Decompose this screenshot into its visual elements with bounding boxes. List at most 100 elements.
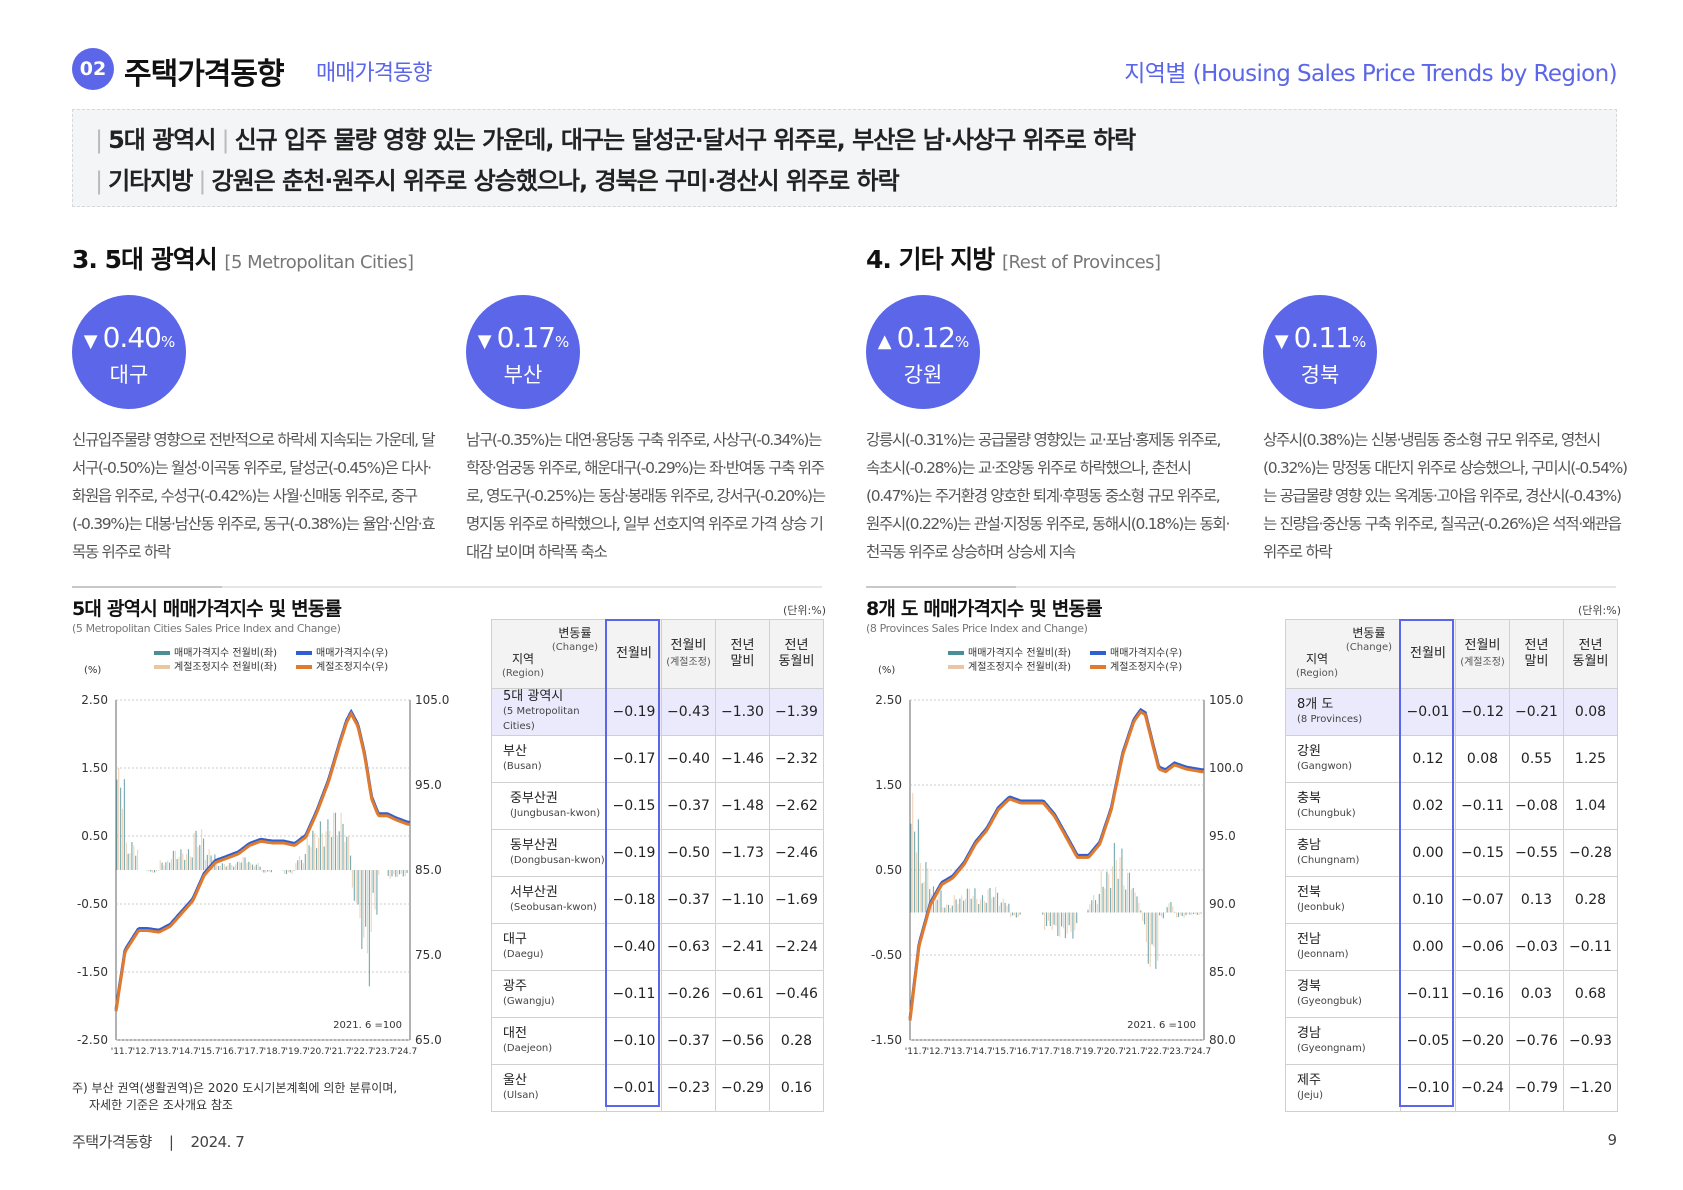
change-bar — [1138, 902, 1140, 913]
table-cell: −0.24 — [1455, 1064, 1510, 1112]
section-title-metro-en: [5 Metropolitan Cities] — [224, 252, 414, 273]
table-cell: 0.55 — [1509, 735, 1564, 783]
change-bar — [1102, 886, 1104, 913]
base-year-note: 2021. 6 =100 — [1127, 1020, 1196, 1031]
highlight-desc-gangwon: 강릉시(-0.31%)는 공급물량 영향있는 교·포남·홍제동 위주로, 속초시… — [866, 431, 1230, 561]
change-bar — [370, 870, 372, 932]
y-axis-unit: (%) — [878, 665, 895, 676]
change-bar — [938, 890, 940, 913]
row-region: 광주 (Gwangju) — [491, 970, 607, 1018]
change-bar — [189, 856, 191, 870]
table-cell: −0.37 — [661, 782, 716, 830]
change-bar — [121, 808, 124, 870]
table-row: 8개 도 (8 Provinces) −0.01 −0.12 −0.21 0.08 — [1285, 688, 1618, 736]
change-bar — [1198, 912, 1200, 915]
change-bar — [225, 866, 227, 870]
legend-label: 계절조정지수 전월비(좌) — [968, 660, 1071, 673]
change-bar — [946, 904, 948, 913]
change-bar — [1176, 912, 1178, 918]
change-bar — [199, 845, 201, 870]
change-bar — [968, 888, 970, 913]
change-bar — [338, 831, 340, 870]
change-bar — [1162, 912, 1164, 919]
down-arrow-icon: ▼ — [477, 331, 492, 352]
change-bar — [187, 849, 190, 870]
change-bar — [995, 887, 997, 913]
change-bar — [1189, 912, 1191, 915]
change-bar — [402, 870, 404, 877]
table-cell: 0.08 — [1455, 735, 1510, 783]
table-cell: −0.23 — [661, 1064, 716, 1112]
change-bar — [366, 870, 369, 954]
table-row: 서부산권 (Seobusan-kwon) −0.18 −0.37 −1.10 −1.69 — [491, 876, 824, 924]
change-bar — [152, 870, 154, 873]
change-bar — [289, 870, 291, 873]
change-bar — [319, 821, 321, 870]
change-bar — [244, 857, 246, 870]
change-bar — [329, 830, 331, 870]
legend-label: 매매가격지수(우) — [1110, 646, 1182, 659]
summary-box: | 5대 광역시 | 신규 입주 물량 영향 있는 가운데, 대구는 달성군·달서구 … — [72, 109, 1617, 207]
region-name-en: (Seobusan-kwon) — [510, 901, 597, 913]
change-bar — [1166, 907, 1168, 913]
sa-index-line — [114, 710, 410, 1012]
summary-text-prov: 강원은 춘천·원주시 위주로 상승했으나, 경북은 구미·경산시 위주로 하락 — [211, 167, 900, 195]
x-tick-label: '20.7 — [1101, 1047, 1124, 1057]
change-bar — [951, 905, 953, 913]
table-cell: 0.08 — [1563, 688, 1618, 736]
row-region: 전남 (Jeonnam) — [1285, 923, 1401, 971]
change-bar — [1191, 912, 1193, 915]
change-bar — [197, 847, 199, 870]
change-bar — [297, 860, 299, 870]
table-row: 강원 (Gangwon) 0.12 0.08 0.55 1.25 — [1285, 735, 1618, 783]
row-region: 서부산권 (Seobusan-kwon) — [491, 876, 607, 924]
footnote-line1: 주) 부산 권역(생활권역)은 2020 도시기본계획에 의한 분류이며, — [72, 1081, 398, 1095]
change-bar — [321, 833, 323, 870]
change-bar — [306, 829, 308, 870]
change-bar — [285, 870, 288, 874]
footnote-line2: 자세한 기준은 조사개요 참조 — [89, 1098, 233, 1112]
change-bar — [233, 866, 235, 870]
change-bar — [363, 870, 365, 938]
row-region: 8개 도 (8 Provinces) — [1285, 688, 1401, 736]
row-region: 경북 (Gyeongbuk) — [1285, 970, 1401, 1018]
change-bar — [987, 889, 989, 913]
change-bar — [1104, 888, 1106, 913]
change-bar — [1012, 912, 1014, 916]
change-bar — [389, 870, 391, 879]
change-bar — [284, 870, 286, 874]
region-name: 광주 — [503, 978, 527, 994]
divider-metro — [72, 586, 822, 588]
x-tick-label: '18.7 — [264, 1047, 287, 1057]
y-left-tick-label: 2.50 — [875, 693, 902, 707]
change-bar — [1179, 912, 1181, 916]
highlight-unit: % — [160, 333, 175, 351]
summary-text-metro: 신규 입주 물량 영향 있는 가운데, 대구는 달성군·달서구 위주로, 부산은… — [234, 126, 1137, 154]
col-header-mom: 전월비 — [1400, 619, 1456, 689]
table-cell: −0.79 — [1509, 1064, 1564, 1112]
table-row: 충북 (Chungbuk) 0.02 −0.11 −0.08 1.04 — [1285, 782, 1618, 830]
change-bar — [1002, 898, 1004, 913]
page-title: 주택가격동향 — [124, 57, 285, 92]
change-bar — [135, 855, 137, 870]
legend-label: 매매가격지수 전월비(좌) — [968, 646, 1071, 659]
x-tick-label: '18.7 — [1058, 1047, 1081, 1057]
change-bar — [312, 830, 314, 870]
change-bar — [1089, 903, 1091, 913]
change-bar — [1194, 912, 1196, 914]
region-name-en: (Gyeongbuk) — [1297, 995, 1362, 1007]
col-header-mom-sa: 전월비 (계절조정) — [661, 619, 716, 689]
table-cell: −1.73 — [715, 829, 770, 877]
table-cell: −0.37 — [661, 1017, 716, 1065]
change-bar — [1183, 912, 1185, 918]
change-bar — [1044, 912, 1046, 930]
change-bar — [1049, 912, 1051, 927]
change-bar — [374, 870, 376, 910]
change-bar — [974, 888, 976, 913]
table-cell: 0.28 — [769, 1017, 824, 1065]
change-bar — [129, 853, 131, 870]
table-cell: −0.29 — [715, 1064, 770, 1112]
change-bar — [936, 899, 938, 913]
region-name: 경북 — [1297, 978, 1321, 994]
change-bar — [268, 870, 271, 872]
